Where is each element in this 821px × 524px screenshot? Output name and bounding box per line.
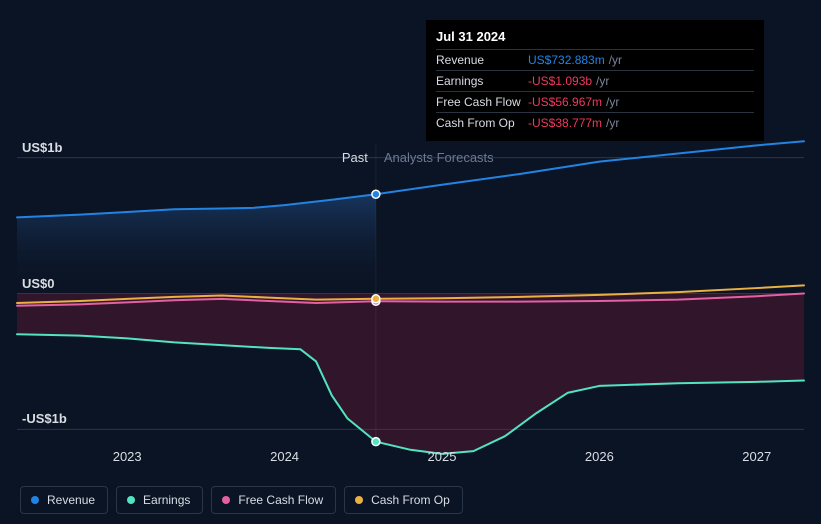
y-axis-label: US$1b: [22, 140, 62, 155]
chart-tooltip: Jul 31 2024 RevenueUS$732.883m/yrEarning…: [426, 20, 764, 141]
tooltip-row-label: Revenue: [436, 53, 528, 67]
marker-earnings: [372, 438, 380, 446]
legend-dot-icon: [222, 496, 230, 504]
tooltip-row-value: -US$56.967m: [528, 95, 602, 109]
tooltip-row: Cash From Op-US$38.777m/yr: [436, 112, 754, 133]
legend-item-cash_from_op[interactable]: Cash From Op: [344, 486, 463, 514]
tooltip-row: RevenueUS$732.883m/yr: [436, 49, 754, 70]
x-axis-label: 2026: [585, 449, 614, 464]
tooltip-row: Free Cash Flow-US$56.967m/yr: [436, 91, 754, 112]
legend-item-revenue[interactable]: Revenue: [20, 486, 108, 514]
marker-revenue: [372, 190, 380, 198]
y-axis-label: US$0: [22, 276, 55, 291]
legend-item-label: Revenue: [47, 493, 95, 507]
marker-cash_from_op: [372, 295, 380, 303]
legend-item-label: Cash From Op: [371, 493, 450, 507]
legend-item-label: Free Cash Flow: [238, 493, 323, 507]
chart-legend: Revenue Earnings Free Cash Flow Cash From O…: [20, 486, 463, 514]
legend-item-free_cash_flow[interactable]: Free Cash Flow: [211, 486, 336, 514]
tooltip-row-value: -US$38.777m: [528, 116, 602, 130]
tooltip-row-label: Free Cash Flow: [436, 95, 528, 109]
legend-dot-icon: [355, 496, 363, 504]
forecast-section-label: Analysts Forecasts: [384, 150, 494, 165]
tooltip-row-label: Cash From Op: [436, 116, 528, 130]
tooltip-row-unit: /yr: [606, 95, 619, 109]
tooltip-row-value: US$732.883m: [528, 53, 605, 67]
past-section-label: Past: [342, 150, 368, 165]
tooltip-row-unit: /yr: [606, 116, 619, 130]
legend-dot-icon: [127, 496, 135, 504]
x-axis-label: 2025: [428, 449, 457, 464]
tooltip-row: Earnings-US$1.093b/yr: [436, 70, 754, 91]
x-axis-label: 2023: [113, 449, 142, 464]
tooltip-row-unit: /yr: [596, 74, 609, 88]
tooltip-row-unit: /yr: [609, 53, 622, 67]
x-axis-label: 2024: [270, 449, 299, 464]
legend-item-label: Earnings: [143, 493, 190, 507]
tooltip-date: Jul 31 2024: [436, 26, 754, 49]
y-axis-label: -US$1b: [22, 411, 67, 426]
tooltip-row-label: Earnings: [436, 74, 528, 88]
x-axis-label: 2027: [742, 449, 771, 464]
tooltip-row-value: -US$1.093b: [528, 74, 592, 88]
legend-item-earnings[interactable]: Earnings: [116, 486, 203, 514]
legend-dot-icon: [31, 496, 39, 504]
